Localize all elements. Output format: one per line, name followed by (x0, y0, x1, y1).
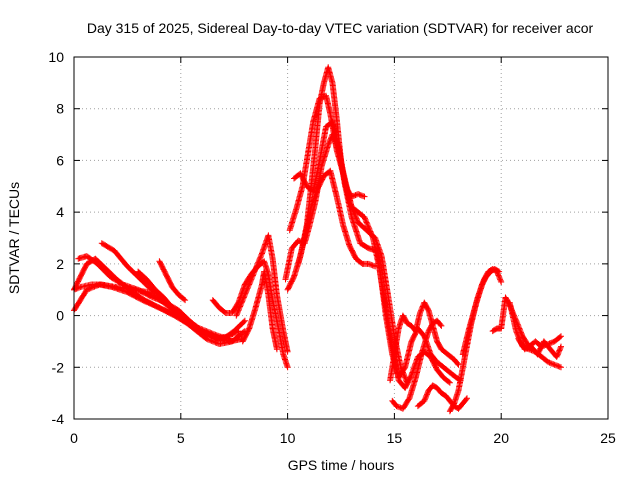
y-tick-label: 8 (56, 101, 64, 117)
data-point (255, 259, 262, 266)
y-tick-label: 10 (48, 49, 64, 65)
data-point (361, 193, 368, 200)
x-tick-label: 20 (493, 430, 509, 446)
series-arc-i (233, 232, 291, 355)
data-point (182, 297, 189, 304)
data-point (241, 317, 248, 324)
data-point (234, 308, 241, 315)
series-arc-g (156, 258, 189, 304)
y-axis-label: SDTVAR / TECUs (6, 182, 22, 294)
y-tick-label: 6 (56, 152, 64, 168)
grid-lines (74, 57, 608, 419)
series-arc-t (459, 266, 503, 358)
data-point (236, 304, 243, 311)
x-tick-label: 5 (177, 430, 185, 446)
x-tick-label: 25 (600, 430, 616, 446)
data-point (181, 296, 187, 303)
x-tick-label: 0 (70, 430, 78, 446)
series-arc-s (446, 266, 505, 415)
data-point (248, 275, 255, 282)
data-point (355, 191, 362, 197)
data-point (284, 364, 291, 371)
series-arc-d (98, 240, 248, 347)
plot-frame (73, 56, 609, 420)
data-point (240, 318, 247, 325)
data-point (233, 312, 240, 319)
series-arc-v (506, 299, 564, 371)
y-tick-label: 0 (56, 308, 64, 324)
y-tick-label: -2 (52, 359, 65, 375)
data-point (244, 285, 251, 292)
series-arc-j (239, 268, 280, 353)
y-tick-label: -4 (52, 411, 65, 427)
data-point (203, 335, 210, 342)
data-point (273, 346, 280, 353)
data-point (252, 267, 258, 274)
y-tick-label: 2 (56, 256, 64, 272)
data-point (256, 255, 263, 262)
chart-title: Day 315 of 2025, Sidereal Day-to-day VTE… (87, 20, 594, 36)
data-point (317, 94, 324, 101)
y-tick-label: 4 (56, 204, 64, 220)
data-point (242, 289, 249, 296)
data-point (250, 271, 257, 278)
data-point (258, 251, 265, 258)
series-arc-f (135, 268, 248, 342)
data-points (71, 64, 564, 415)
x-tick-label: 10 (280, 430, 296, 446)
data-point (241, 293, 248, 300)
data-point (284, 348, 291, 355)
series-arc-e (75, 253, 242, 342)
data-point (239, 297, 246, 304)
x-tick-label: 15 (387, 430, 403, 446)
data-point (247, 279, 254, 285)
x-axis-label: GPS time / hours (288, 457, 395, 473)
